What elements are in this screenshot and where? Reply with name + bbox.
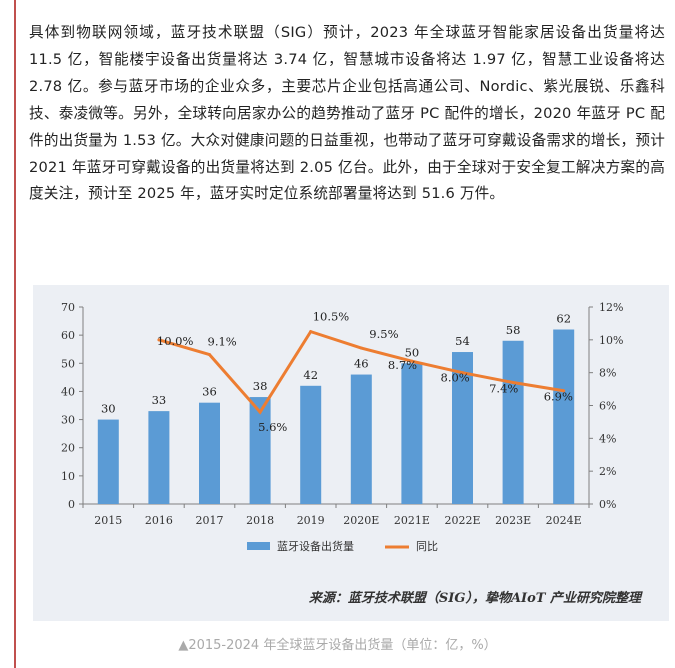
growth-point [309,330,313,334]
y-right-tick-label: 4% [599,432,616,445]
y-left-tick-label: 70 [61,301,75,314]
growth-value-label: 6.9% [544,390,573,404]
y-right-tick-label: 6% [599,400,616,413]
chart-figure: 0 10 20 30 40 50 60 70 0% 2% 4% 6% 8% 10% 12% 2015 2016 2… [33,285,669,621]
y-right-tick-label: 8% [599,367,616,380]
bar [553,329,575,504]
bar-value-label: 30 [101,402,116,416]
growth-point [258,410,262,414]
growth-value-label: 9.5% [369,327,398,341]
growth-point [461,371,464,375]
bar [199,402,220,504]
bar [300,385,322,504]
x-tick-label: 2019 [297,514,325,527]
y-left-tick-label: 20 [61,442,75,455]
y-left-tick-label: 50 [61,357,75,370]
x-tick-label: 2024E [546,514,582,527]
growth-value-label: 10.5% [313,310,350,324]
bar-value-label: 54 [455,334,470,348]
bar-value-label: 46 [354,357,369,371]
article-paragraph: 具体到物联网领域，蓝牙技术联盟（SIG）预计，2023 年全球蓝牙智能家居设备出… [29,24,665,203]
legend-label-bars: 蓝牙设备出货量 [277,539,354,553]
y-right-tick-label: 0% [599,498,616,511]
bar [502,340,524,504]
x-tick-label: 2015 [94,514,122,527]
bar [350,374,372,504]
y-left-tick-label: 60 [61,329,75,342]
y-right-tick-label: 2% [599,465,616,478]
x-tick-label: 2022E [444,514,480,527]
y-left-tick-label: 0 [68,498,75,511]
bar-value-label: 36 [202,385,217,399]
growth-value-label: 10.0% [157,334,194,348]
x-tick-label: 2023E [495,514,531,527]
x-tick-label: 2021E [394,514,430,527]
bar [452,352,473,504]
growth-value-label: 8.7% [388,358,417,372]
shipment-chart: 0 10 20 30 40 50 60 70 0% 2% 4% 6% 8% 10% 12% 2015 2016 2… [61,301,623,553]
growth-value-label: 5.6% [258,420,287,434]
bar-value-label: 50 [405,345,420,359]
x-tick-label: 2020E [343,514,379,527]
legend-label-line: 同比 [416,540,438,553]
growth-value-label: 9.1% [208,335,237,349]
growth-point [562,389,566,393]
growth-point [359,346,363,350]
bar [249,397,271,504]
bar [401,363,423,504]
x-tick-label: 2017 [196,514,224,527]
x-tick-label: 2016 [145,514,173,527]
bar-value-label: 38 [253,379,268,393]
legend-swatch-bars [247,542,270,550]
y-left-tick-label: 10 [61,470,75,483]
bar-value-label: 58 [506,323,521,337]
y-right-tick-label: 10% [599,334,623,347]
left-accent-rule [14,0,16,668]
growth-value-label: 7.4% [489,382,518,396]
bar [97,419,119,504]
x-tick-label: 2018 [246,514,274,527]
growth-value-label: 8.0% [441,371,470,385]
figure-caption: ▲2015-2024 年全球蓝牙设备出货量（单位：亿，%） [178,638,497,653]
growth-point [208,353,211,357]
growth-point [511,381,515,385]
growth-point [157,338,161,342]
bar-value-label: 33 [152,393,167,407]
bar [148,411,170,504]
y-left-tick-label: 30 [61,414,75,427]
y-left-tick-label: 40 [61,385,75,398]
chart-source: 来源：蓝牙技术联盟（SIG），挚物AIoT 产业研究院整理 [308,591,641,606]
bar-value-label: 42 [303,368,318,382]
growth-point [410,359,414,363]
bar-value-label: 62 [556,312,571,326]
y-right-tick-label: 12% [599,301,623,314]
